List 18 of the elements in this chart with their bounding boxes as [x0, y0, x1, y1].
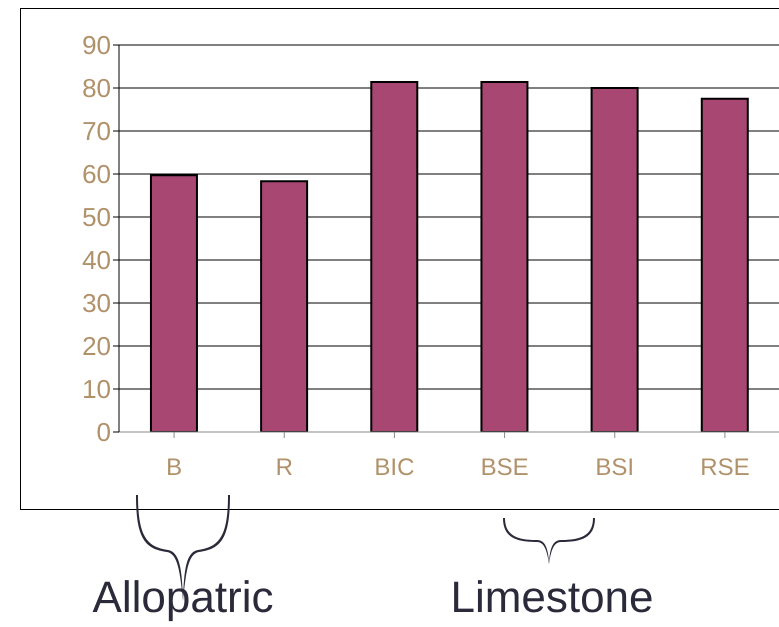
x-tick-label: BSI: [595, 454, 634, 482]
y-tick-label: 20: [82, 331, 111, 362]
text: Limestone: [449, 573, 654, 623]
y-tick-label: 0: [96, 417, 111, 448]
y-tick-label: 30: [82, 288, 111, 318]
x-tick-label: BIC: [374, 454, 414, 482]
x-tick-label: BSE: [480, 454, 529, 482]
y-tick-label: 40: [82, 245, 111, 276]
y-tick-label: 80: [82, 73, 111, 104]
x-tick-label: RSE: [700, 454, 750, 482]
text: Allopatric: [92, 573, 274, 623]
x-tick-label: R: [276, 454, 293, 482]
y-tick-label: 90: [82, 30, 111, 60]
y-tick-label: 50: [82, 202, 111, 232]
y-tick-label: 70: [82, 116, 111, 146]
y-tick-label: 10: [82, 374, 111, 404]
x-tick-label: B: [166, 454, 182, 482]
y-tick-label: 60: [82, 159, 111, 190]
